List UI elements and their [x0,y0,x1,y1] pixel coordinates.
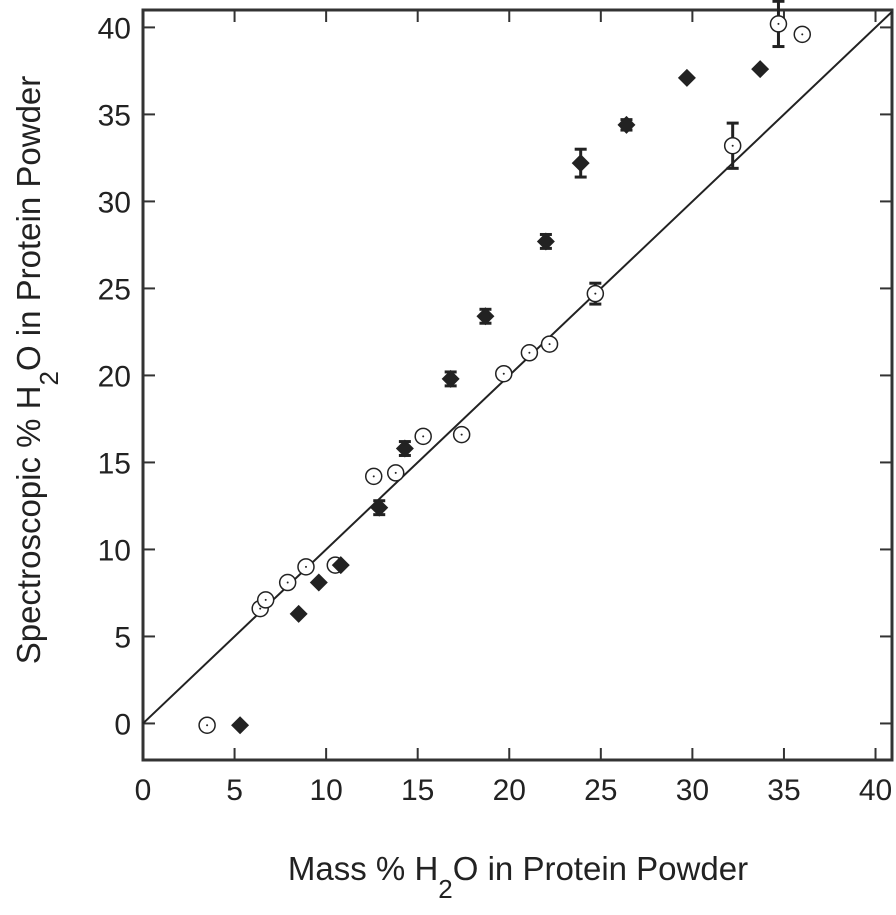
circle-point-dot [259,607,262,610]
x-tick-label: 35 [767,774,800,807]
circle-point-dot [460,433,463,436]
y-axis-label-prefix: Spectroscopic % H [10,386,47,665]
diamond-point [677,68,696,87]
diamond-point [231,716,250,735]
y-axis-label-sub: 2 [34,371,64,385]
y-tick-label: 15 [98,447,131,480]
y-axis-label-suffix: O in Protein Powder [10,76,47,371]
x-tick-label: 15 [401,774,434,807]
y-tick-label: 35 [98,99,131,132]
diamond-point [617,115,636,134]
circle-point-dot [286,581,289,584]
x-axis-label: Mass % H2O in Protein Powder [288,850,748,904]
circle-point-dot [304,565,307,568]
circle-point-dot [394,471,397,474]
plot-area: 0 5 10 15 20 25 30 35 40 0 5 10 15 20 25 30 35 40 [98,0,894,807]
circle-point-dot [372,475,375,478]
y-tick-label: 10 [98,534,131,567]
x-tick-label: 25 [584,774,617,807]
diamond-point [309,573,328,592]
x-tick-label: 10 [309,774,342,807]
circle-point-dot [502,372,505,375]
circle-point-dot [594,292,597,295]
x-tick-label: 5 [226,774,243,807]
circle-point-dot [264,598,267,601]
y-axis-label: Spectroscopic % H2O in Protein Powder [10,76,64,665]
diamond-point [536,232,555,251]
circle-point-dot [548,343,551,346]
circle-point-dot [777,22,780,25]
circle-point-dot [206,724,209,727]
circle-point-dot [801,33,804,36]
y-tick-label: 5 [114,621,131,654]
circle-point-dot [422,435,425,438]
diamond-point [751,60,770,79]
diamond-point [571,154,590,173]
x-axis-label-sub: 2 [438,874,452,904]
plot-frame [141,8,894,762]
circle-point-dot [528,351,531,354]
x-tick-label: 40 [859,774,892,807]
diamond-point [395,439,414,458]
y-tick-label: 40 [98,12,131,45]
diamond-point [289,604,308,623]
x-axis-label-suffix: O in Protein Powder [453,850,748,887]
y-tick-label: 0 [114,708,131,741]
diamond-point [476,307,495,326]
x-axis-label-prefix: Mass % H [288,850,438,887]
x-tick-label: 0 [135,774,152,807]
y-tick-label: 20 [98,360,131,393]
circle-point-dot [731,144,734,147]
diamond-point [441,369,460,388]
x-tick-label: 20 [493,774,526,807]
diamond-point [331,556,350,575]
x-tick-label: 30 [676,774,709,807]
reference-line [142,11,893,725]
diamond-point [370,498,389,517]
y-tick-label: 25 [98,273,131,306]
y-tick-label: 30 [98,186,131,219]
